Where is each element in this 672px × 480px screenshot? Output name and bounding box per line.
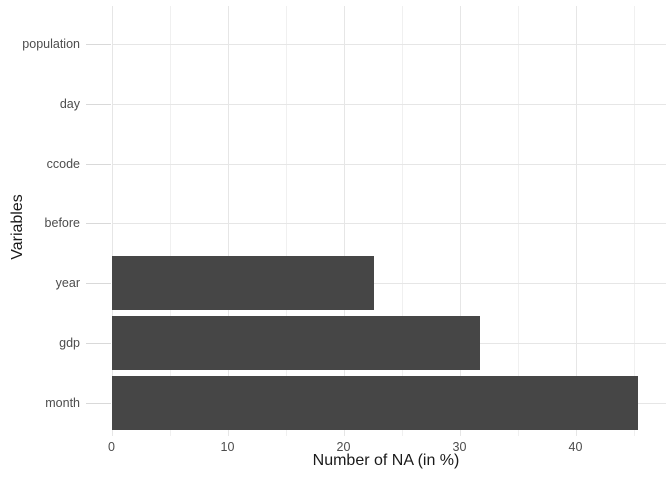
gridline-minor-vertical xyxy=(633,6,635,436)
gridline-major-horizontal xyxy=(111,43,666,45)
plot-panel xyxy=(111,6,666,436)
gridline-major-horizontal xyxy=(111,283,666,285)
gridline-major-vertical xyxy=(459,6,461,436)
bar-year xyxy=(111,256,374,311)
y-tick-mark-month xyxy=(86,403,111,405)
y-tick-mark-year xyxy=(86,283,111,285)
gridline-major-vertical xyxy=(575,6,577,436)
gridline-minor-vertical xyxy=(285,6,287,436)
y-tick-mark-before xyxy=(86,223,111,225)
gridline-minor-vertical xyxy=(401,6,403,436)
gridline-major-horizontal xyxy=(111,103,666,105)
x-tick-label-0: 0 xyxy=(108,440,115,454)
gridline-major-horizontal xyxy=(111,223,666,225)
y-tick-label-year: year xyxy=(55,276,80,291)
y-tick-label-gdp: gdp xyxy=(59,336,80,351)
y-tick-label-before: before xyxy=(44,216,80,231)
x-tick-label-40: 40 xyxy=(568,440,583,454)
gridline-minor-vertical xyxy=(517,6,519,436)
x-axis-title: Number of NA (in %) xyxy=(312,452,460,469)
gridline-major-horizontal xyxy=(111,163,666,165)
x-tick-label-10: 10 xyxy=(220,440,235,454)
y-tick-mark-ccode xyxy=(86,163,111,165)
gridline-minor-vertical xyxy=(169,6,171,436)
y-tick-label-day: day xyxy=(59,96,80,111)
y-tick-mark-day xyxy=(86,103,111,105)
x-tick-label-20: 20 xyxy=(336,440,351,454)
y-tick-label-population: population xyxy=(22,36,80,51)
y-tick-label-ccode: ccode xyxy=(46,156,80,171)
gridline-major-vertical xyxy=(343,6,345,436)
gridline-major-vertical xyxy=(111,6,113,436)
x-tick-label-30: 30 xyxy=(452,440,467,454)
y-tick-label-month: month xyxy=(45,396,80,411)
gridline-major-vertical xyxy=(227,6,229,436)
bar-gdp xyxy=(111,316,481,371)
y-tick-mark-population xyxy=(86,43,111,45)
bar-month xyxy=(111,376,639,431)
y-tick-mark-gdp xyxy=(86,343,111,345)
